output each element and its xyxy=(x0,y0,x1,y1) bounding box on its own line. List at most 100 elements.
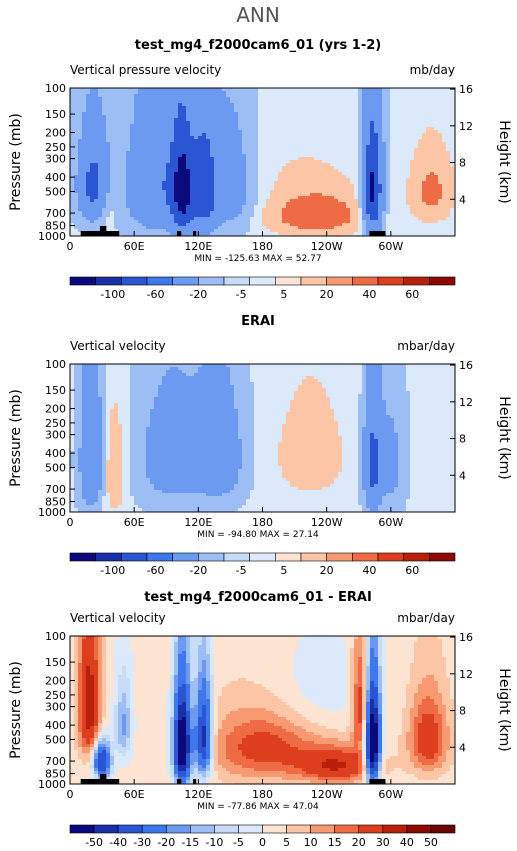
field-cell xyxy=(158,160,163,164)
field-cell xyxy=(142,151,147,155)
field-cell xyxy=(174,106,179,110)
field-cell xyxy=(418,184,423,188)
field-cell xyxy=(126,103,131,107)
field-cell xyxy=(190,142,195,146)
field-cell xyxy=(374,106,379,110)
field-cell xyxy=(154,142,159,146)
field-cell xyxy=(110,133,115,137)
field-cell xyxy=(414,175,419,179)
field-cell xyxy=(210,193,215,197)
field-cell xyxy=(250,166,255,170)
field-cell xyxy=(214,229,219,233)
field-cell xyxy=(438,148,443,152)
field-cell xyxy=(378,145,383,149)
field-cell xyxy=(446,169,451,173)
field-cell xyxy=(394,223,399,227)
field-cell xyxy=(346,217,351,221)
field-cell xyxy=(318,115,323,119)
field-cell xyxy=(294,202,299,206)
field-cell xyxy=(122,166,127,170)
field-cell xyxy=(322,136,327,140)
field-cell xyxy=(354,145,359,149)
field-cell xyxy=(190,118,195,122)
field-cell xyxy=(94,217,99,221)
field-cell xyxy=(330,169,335,173)
field-cell xyxy=(126,196,131,200)
field-cell xyxy=(78,106,83,110)
field-cell xyxy=(150,184,155,188)
field-cell xyxy=(74,139,79,143)
field-cell xyxy=(266,163,271,167)
field-cell xyxy=(406,220,411,224)
field-cell xyxy=(278,196,283,200)
field-cell xyxy=(406,160,411,164)
field-cell xyxy=(110,157,115,161)
field-cell xyxy=(270,175,275,179)
field-cell xyxy=(302,163,307,167)
field-cell xyxy=(194,136,199,140)
field-cell xyxy=(230,193,235,197)
field-cell xyxy=(378,115,383,119)
field-cell xyxy=(250,160,255,164)
field-cell xyxy=(326,112,331,116)
field-cell xyxy=(234,187,239,191)
field-cell xyxy=(430,205,435,209)
field-cell xyxy=(114,202,119,206)
field-cell xyxy=(414,136,419,140)
field-cell xyxy=(174,112,179,116)
field-cell xyxy=(390,124,395,128)
field-cell xyxy=(134,220,139,224)
field-cell xyxy=(218,175,223,179)
field-cell xyxy=(378,163,383,167)
field-cell xyxy=(174,184,179,188)
field-cell xyxy=(402,160,407,164)
field-cell xyxy=(358,124,363,128)
field-cell xyxy=(194,172,199,176)
field-cell xyxy=(350,130,355,134)
field-cell xyxy=(298,187,303,191)
field-cell xyxy=(122,220,127,224)
field-cell xyxy=(82,103,87,107)
field-cell xyxy=(238,106,243,110)
field-cell xyxy=(94,124,99,128)
field-cell xyxy=(146,226,151,230)
field-cell xyxy=(330,127,335,131)
chart-title: test_mg4_f2000cam6_01 (yrs 1-2) xyxy=(135,38,381,53)
field-cell xyxy=(326,154,331,158)
field-cell xyxy=(298,136,303,140)
field-cell xyxy=(218,202,223,206)
field-cell xyxy=(210,229,215,233)
field-cell xyxy=(350,91,355,95)
field-cell xyxy=(286,223,291,227)
field-cell xyxy=(94,199,99,203)
field-cell xyxy=(434,217,439,221)
field-cell xyxy=(306,151,311,155)
field-cell xyxy=(154,133,159,137)
field-cell xyxy=(290,142,295,146)
field-cell xyxy=(210,226,215,230)
field-cell xyxy=(354,169,359,173)
field-cell xyxy=(246,109,251,113)
field-cell xyxy=(182,97,187,101)
field-cell xyxy=(174,172,179,176)
field-cell xyxy=(342,166,347,170)
field-cell xyxy=(86,106,91,110)
field-cell xyxy=(422,139,427,143)
field-cell xyxy=(214,109,219,113)
field-cell xyxy=(150,226,155,230)
field-cell xyxy=(294,112,299,116)
field-cell xyxy=(234,229,239,233)
colorbar-label: -100 xyxy=(100,288,125,301)
field-cell xyxy=(442,172,447,176)
field-cell xyxy=(430,133,435,137)
field-cell xyxy=(366,232,371,236)
field-cell xyxy=(246,172,251,176)
field-cell xyxy=(142,196,147,200)
field-cell xyxy=(446,187,451,191)
chart-panel-1: test_mg4_f2000cam6_01 (yrs 1-2)Vertical … xyxy=(8,38,512,301)
field-cell xyxy=(98,220,103,224)
field-cell xyxy=(90,100,95,104)
field-cell xyxy=(362,127,367,131)
field-cell xyxy=(398,142,403,146)
field-cell xyxy=(434,121,439,125)
